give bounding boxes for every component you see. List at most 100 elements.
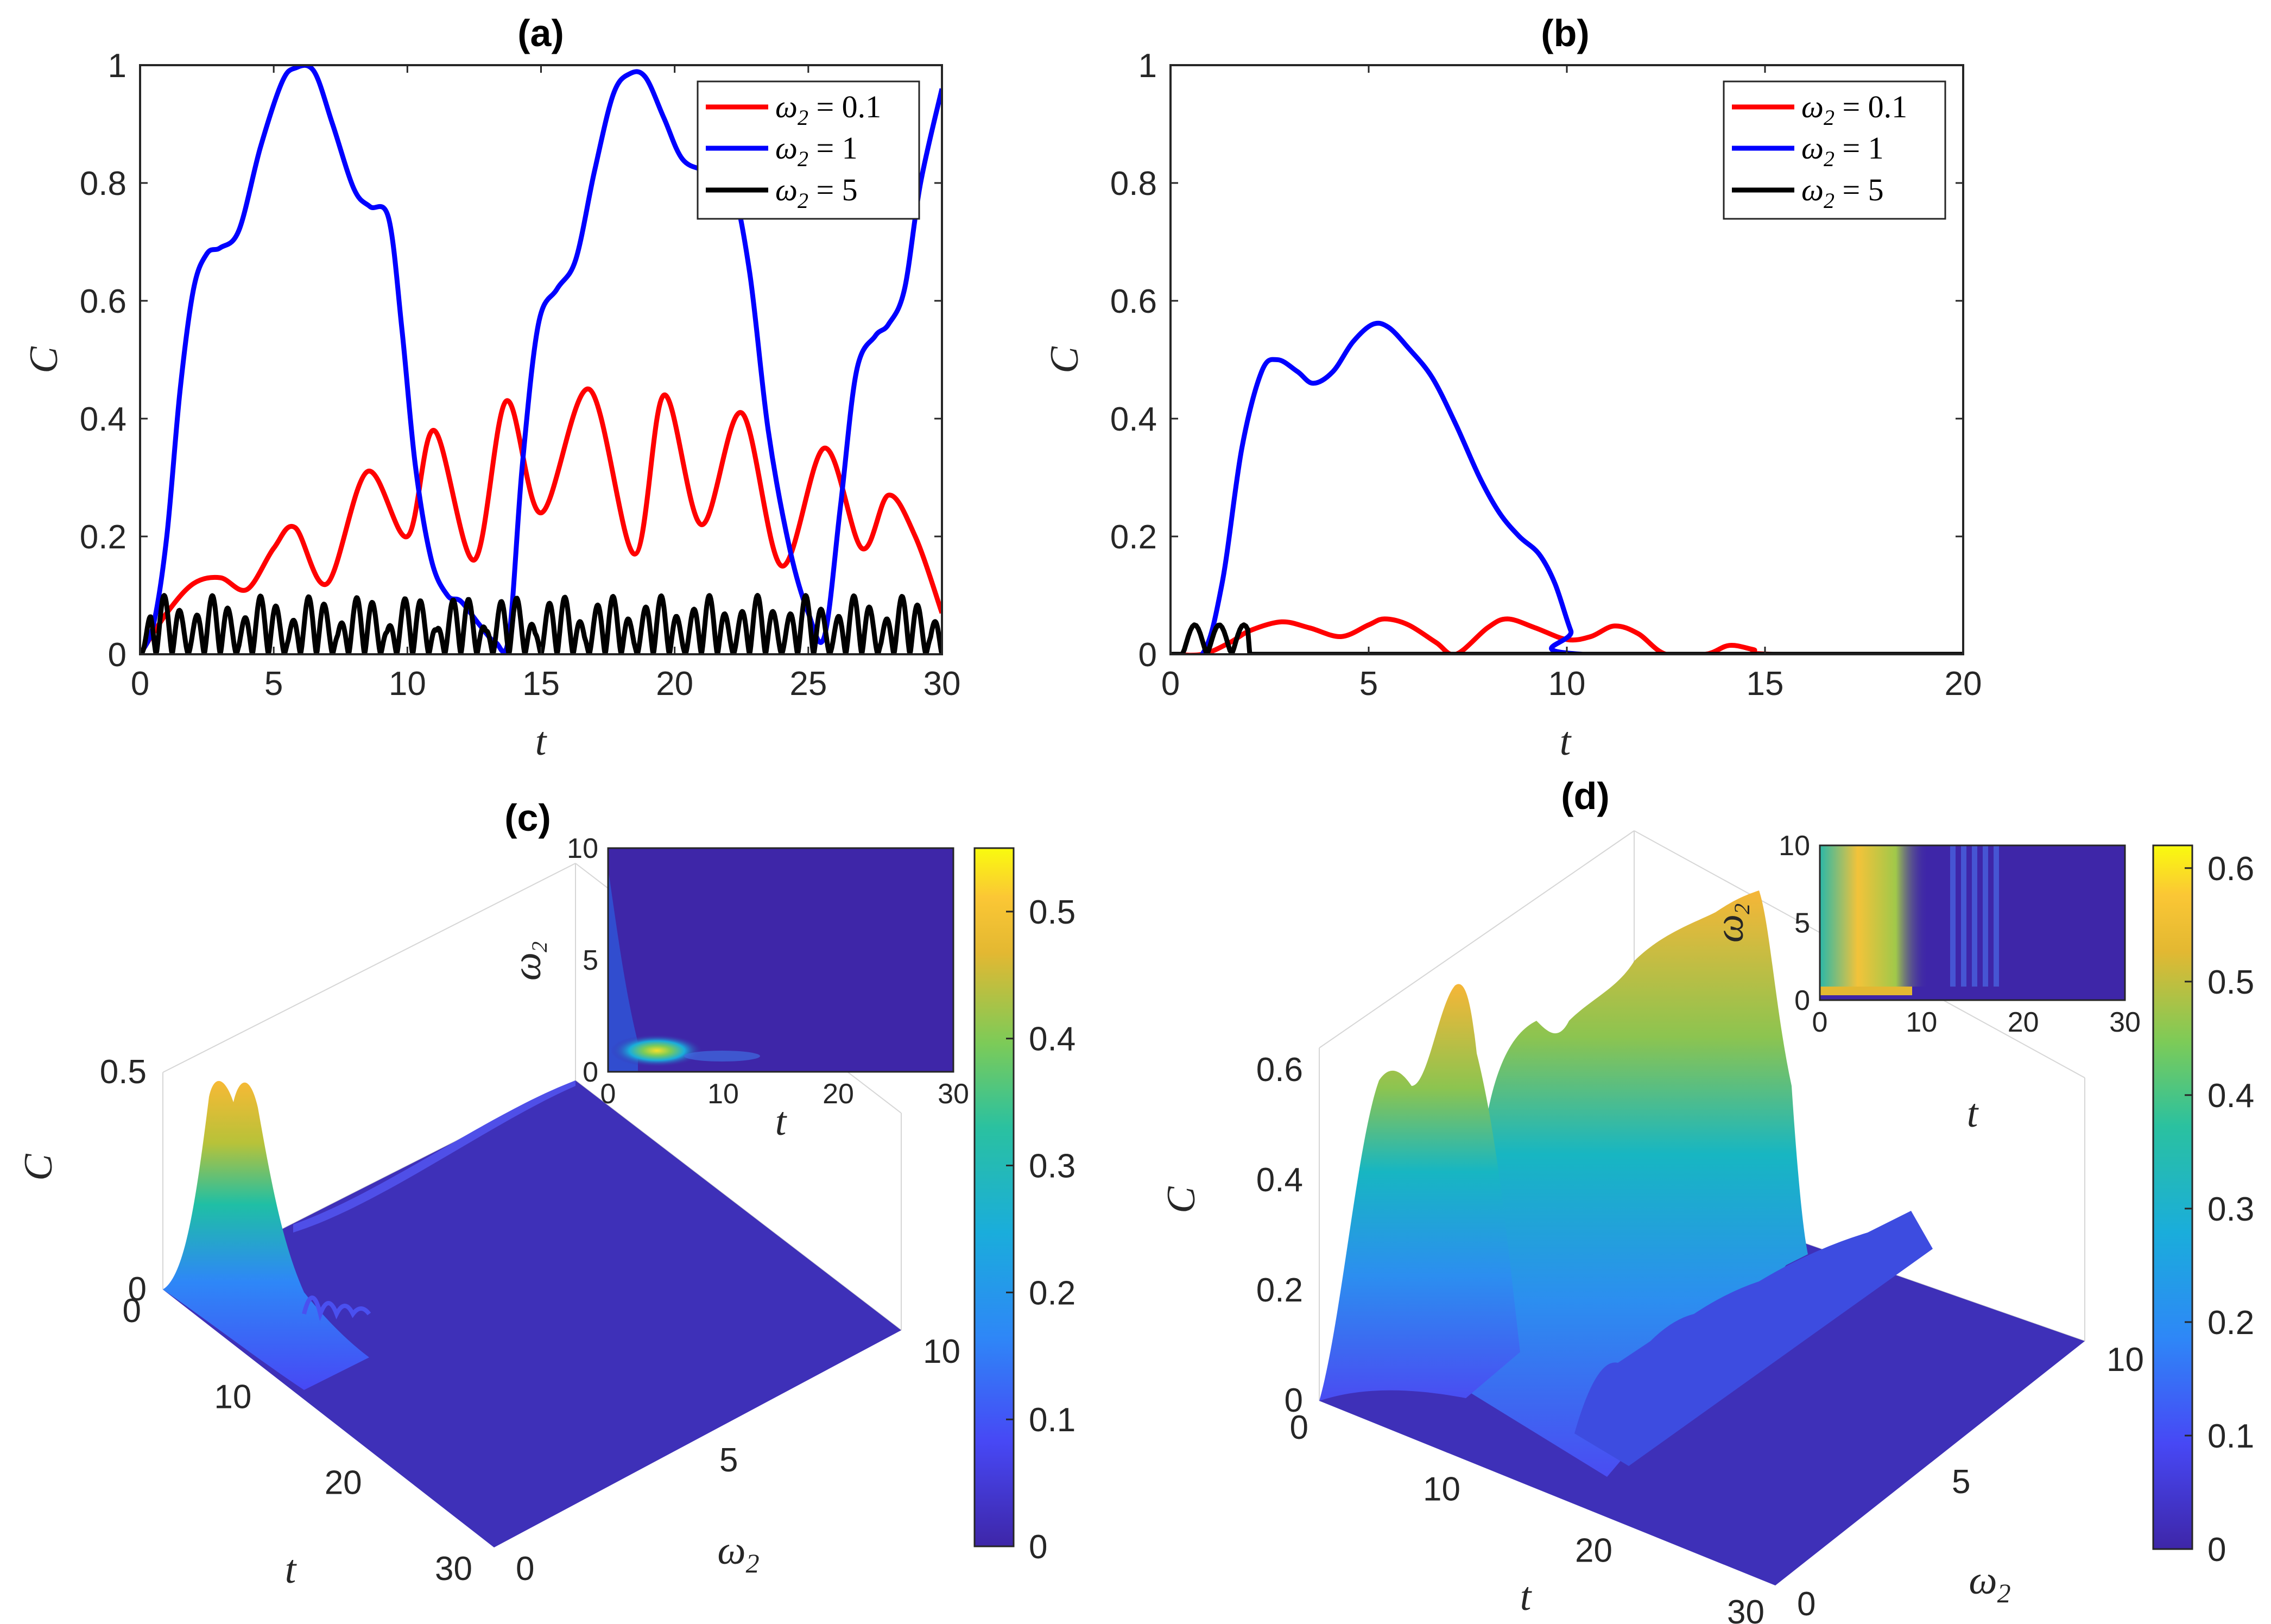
inset-y-tick-label: 5 <box>1794 908 1810 939</box>
panel-d-inset-xlabel: t <box>1967 1091 1979 1136</box>
x-tick-label: 5 <box>264 665 283 703</box>
panel-c-colorbar-ticks: 0 0.1 0.2 0.3 0.4 0.5 <box>1006 894 1076 1566</box>
panel-a-ylabel: C <box>22 346 66 374</box>
y-tick-label: 10 <box>214 1378 251 1416</box>
panel-d-colorbar-ticks: 0 0.1 0.2 0.3 0.4 0.5 0.6 <box>2185 850 2254 1569</box>
panel-d-inset-stripe <box>1820 987 1912 995</box>
y-tick-label: 0.2 <box>80 519 126 556</box>
inset-y-tick-label: 5 <box>583 945 598 976</box>
series-line <box>140 593 942 654</box>
y-tick-label: 0.8 <box>1110 165 1157 203</box>
panel-a-xlabel: t <box>535 719 548 764</box>
y-tick-label: 0 <box>1290 1409 1308 1446</box>
panel-d-ylabel: t <box>1520 1575 1533 1619</box>
x-tick-label: 10 <box>1548 665 1586 703</box>
x-tick-label: 10 <box>2106 1341 2144 1379</box>
legend-entry: ω2 = 0.1 <box>775 89 881 130</box>
panel-c-ylabel: t <box>285 1547 298 1592</box>
y-tick-label: 20 <box>1575 1532 1612 1570</box>
colorbar-tick-label: 0 <box>2207 1531 2226 1569</box>
z-tick-label: 0.2 <box>1256 1272 1303 1309</box>
panel-d-title: (d) <box>1561 775 1609 817</box>
panel-b-ylabel: C <box>1042 346 1087 374</box>
y-tick-label: 0 <box>123 1292 141 1330</box>
panel-b-clip-group <box>1171 320 1963 654</box>
legend-entry: ω2 = 5 <box>775 172 858 213</box>
legend-entry: ω2 = 0.1 <box>1801 89 1907 130</box>
panel-c-colorbar: 0 0.1 0.2 0.3 0.4 0.5 <box>973 847 1076 1566</box>
series-line <box>140 65 942 654</box>
panel-d-zlabel: C <box>1159 1186 1204 1214</box>
panel-d-inset-ticks: 0 10 20 30 0 5 10 <box>1779 830 2141 1038</box>
panel-b-legend: ω2 = 0.1 ω2 = 1 ω2 = 5 <box>1723 80 1946 220</box>
panel-d-inset-band <box>1820 845 1928 987</box>
colorbar-tick-label: 0.2 <box>2207 1304 2254 1342</box>
legend-entry: ω2 = 5 <box>1801 172 1884 213</box>
inset-y-tick-label: 0 <box>1794 985 1810 1016</box>
x-tick-label: 10 <box>389 665 426 703</box>
inset-x-tick-label: 20 <box>823 1078 854 1110</box>
panel-d-surface-ripples <box>1574 1211 1933 1466</box>
y-tick-label: 0 <box>108 636 126 674</box>
panel-d-inset: 0 10 20 30 0 5 10 t ω2 <box>1707 830 2141 1136</box>
colorbar-tick-label: 0.2 <box>1029 1274 1076 1312</box>
panel-c-xlabel: ω2 <box>717 1528 759 1578</box>
panel-a-title: (a) <box>517 12 564 54</box>
y-tick-label: 0.6 <box>80 283 126 320</box>
panel-d-colorbar-bar <box>2152 844 2193 1550</box>
panel-c-inset-box <box>607 847 954 1073</box>
legend-entry: ω2 = 1 <box>1801 130 1884 171</box>
panel-c-inset-band <box>608 869 638 1072</box>
z-tick-label: 0.5 <box>100 1053 147 1091</box>
panel-c-surface-ripples <box>302 1296 371 1322</box>
y-tick-label: 0 <box>1138 636 1157 674</box>
panel-d-xlabel: ω2 <box>1969 1558 2010 1608</box>
inset-x-tick-label: 10 <box>707 1078 739 1110</box>
colorbar-tick-label: 0.5 <box>1029 894 1076 931</box>
z-tick-label: 0.4 <box>1256 1161 1303 1199</box>
inset-x-tick-label: 10 <box>1906 1007 1937 1038</box>
x-tick-label: 5 <box>1952 1463 1970 1501</box>
colorbar-tick-label: 0.4 <box>1029 1021 1076 1058</box>
x-tick-label: 10 <box>923 1333 960 1370</box>
colorbar-tick-label: 0.3 <box>2207 1191 2254 1228</box>
panel-c-title: (c) <box>504 797 551 839</box>
z-tick-label: 0 <box>1285 1382 1303 1419</box>
x-tick-label: 0 <box>1797 1585 1815 1623</box>
y-tick-label: 30 <box>1727 1594 1764 1624</box>
panel-b-title: (b) <box>1541 12 1589 54</box>
legend-entry: ω2 = 1 <box>775 130 858 171</box>
panel-c-surface-peak <box>163 1080 369 1390</box>
x-tick-label: 20 <box>1945 665 1982 703</box>
x-tick-label: 0 <box>1161 665 1180 703</box>
panel-d-surface-front <box>1319 984 1520 1401</box>
panel-b-series <box>1171 320 1963 654</box>
panel-d-inset-ylabel: ω2 <box>1707 903 1754 943</box>
x-tick-label: 30 <box>923 665 961 703</box>
panel-d-ticks: 0 0.2 0.4 0.6 0 10 20 30 0 5 10 <box>1256 1051 2144 1624</box>
colorbar-tick-label: 0.3 <box>1029 1148 1076 1185</box>
colorbar-tick-label: 0.4 <box>2207 1077 2254 1115</box>
series-line <box>1171 616 1963 654</box>
x-tick-label: 15 <box>522 665 560 703</box>
x-tick-label: 25 <box>789 665 827 703</box>
panel-a: (a) 0 5 10 15 20 25 30 0 0.2 0.4 0.6 0.8 1 t C ω2 = … <box>22 12 960 764</box>
x-tick-label: 15 <box>1747 665 1784 703</box>
panel-a-ticks: 0 5 10 15 20 25 30 0 0.2 0.4 0.6 0.8 1 <box>80 47 961 703</box>
panel-c: (c) 0 0.5 0 10 20 30 0 5 10 C t ω2 0 10 20 30 0 5 10 <box>16 797 1076 1592</box>
inset-y-tick-label: 0 <box>583 1057 598 1088</box>
series-line <box>1171 320 1963 654</box>
y-tick-label: 0.4 <box>1110 401 1157 438</box>
colorbar-tick-label: 0.1 <box>2207 1418 2254 1455</box>
y-tick-label: 1 <box>108 47 126 85</box>
panel-a-series <box>140 65 942 654</box>
panel-c-inset-tail <box>684 1051 760 1061</box>
x-tick-label: 20 <box>656 665 693 703</box>
panel-b: (b) 0 5 10 15 20 0 0.2 0.4 0.6 0.8 1 t C ω2 = 0.1 … <box>1042 12 1982 764</box>
panel-d-colorbar: 0 0.1 0.2 0.3 0.4 0.5 0.6 <box>2152 844 2254 1569</box>
inset-x-tick-label: 30 <box>938 1078 969 1110</box>
y-tick-label: 1 <box>1138 47 1157 85</box>
x-tick-label: 0 <box>131 665 149 703</box>
y-tick-label: 0.2 <box>1110 519 1157 556</box>
